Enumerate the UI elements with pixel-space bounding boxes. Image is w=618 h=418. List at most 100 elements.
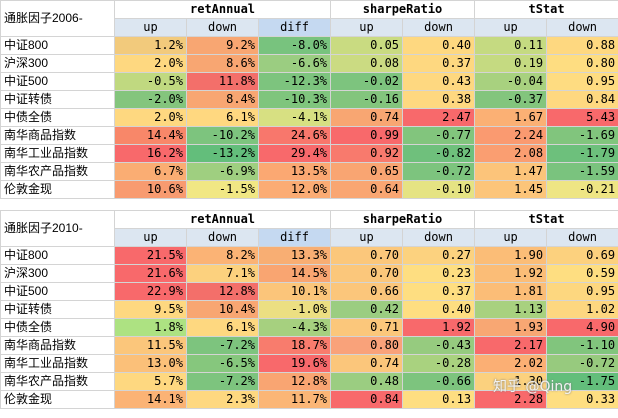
value-cell: 12.8% <box>186 282 259 301</box>
value-cell: 0.80 <box>546 54 618 73</box>
value-cell: 0.37 <box>402 282 476 301</box>
value-cell: 6.1% <box>186 318 259 337</box>
value-cell: 0.88 <box>546 36 618 55</box>
sub-header: down <box>186 18 259 37</box>
value-cell: -6.6% <box>257 54 332 73</box>
value-cell: 0.70 <box>330 246 404 265</box>
row-label: 伦敦金现 <box>0 180 115 199</box>
value-cell: -6.5% <box>186 354 259 373</box>
value-cell: 0.43 <box>402 72 476 91</box>
value-cell: 1.92 <box>474 264 548 283</box>
value-cell: 0.08 <box>330 54 404 73</box>
group-header: tStat <box>474 0 618 19</box>
row-label: 南华商品指数 <box>0 126 115 145</box>
sub-header-row: up down diff up down up down <box>1 18 618 37</box>
value-cell: 1.92 <box>402 318 476 337</box>
table-row: 中证转债 -2.0% 8.4% -10.3% -0.16 0.38 -0.37 0.84 <box>0 90 618 109</box>
inflation-factor-table: 通胀因子2006- retAnnual sharpeRatio tStat up down… <box>0 0 618 409</box>
row-label: 南华农产品指数 <box>0 372 115 391</box>
value-cell: -2.0% <box>114 90 187 109</box>
value-cell: 2.47 <box>402 108 476 127</box>
value-cell: 19.6% <box>257 354 332 373</box>
value-cell: 12.8% <box>257 372 332 391</box>
value-cell: -8.0% <box>257 36 332 55</box>
value-cell: 9.5% <box>114 300 187 319</box>
value-cell: 1.30 <box>474 372 548 391</box>
value-cell: 0.70 <box>330 264 404 283</box>
spreadsheet: 通胀因子2006- retAnnual sharpeRatio tStat up down… <box>0 0 618 409</box>
row-label: 南华农产品指数 <box>0 162 115 181</box>
table-row: 南华商品指数 11.5% -7.2% 18.7% 0.80 -0.43 2.17 -1.10 <box>0 336 618 355</box>
sub-header: down <box>546 18 618 37</box>
value-cell: 18.7% <box>257 336 332 355</box>
value-cell: 1.02 <box>546 300 618 319</box>
value-cell: -4.3% <box>257 318 332 337</box>
value-cell: 2.3% <box>186 390 259 409</box>
value-cell: -13.2% <box>186 144 259 163</box>
table-row: 伦敦金现 10.6% -1.5% 12.0% 0.64 -0.10 1.45 -0.21 <box>0 180 618 199</box>
value-cell: 0.95 <box>546 72 618 91</box>
value-cell: 2.02 <box>474 354 548 373</box>
value-cell: -10.2% <box>186 126 259 145</box>
value-cell: -0.21 <box>546 180 618 199</box>
value-cell: 0.80 <box>330 336 404 355</box>
table-row: 南华农产品指数 5.7% -7.2% 12.8% 0.48 -0.66 1.30 -1.75 <box>0 372 618 391</box>
sub-header: diff <box>257 18 332 37</box>
value-cell: -0.28 <box>402 354 476 373</box>
row-label: 中证转债 <box>0 90 115 109</box>
value-cell: 21.5% <box>114 246 187 265</box>
value-cell: 6.1% <box>186 108 259 127</box>
value-cell: 13.5% <box>257 162 332 181</box>
row-label: 伦敦金现 <box>0 390 115 409</box>
value-cell: -1.79 <box>546 144 618 163</box>
value-cell: 10.6% <box>114 180 187 199</box>
value-cell: -0.5% <box>114 72 187 91</box>
sub-header: up <box>474 228 548 247</box>
value-cell: 0.69 <box>546 246 618 265</box>
row-label: 沪深300 <box>0 54 115 73</box>
value-cell: 1.47 <box>474 162 548 181</box>
sub-header: up <box>114 228 187 247</box>
value-cell: 0.74 <box>330 108 404 127</box>
value-cell: -0.37 <box>474 90 548 109</box>
row-label: 南华工业品指数 <box>0 144 115 163</box>
value-cell: -10.3% <box>257 90 332 109</box>
value-cell: 2.08 <box>474 144 548 163</box>
value-cell: -1.59 <box>546 162 618 181</box>
group-header: sharpeRatio <box>330 0 476 19</box>
value-cell: 0.71 <box>330 318 404 337</box>
value-cell: 1.13 <box>474 300 548 319</box>
value-cell: 0.42 <box>330 300 404 319</box>
value-cell: -0.66 <box>402 372 476 391</box>
sub-header: up <box>474 18 548 37</box>
value-cell: 7.1% <box>186 264 259 283</box>
value-cell: 0.38 <box>402 90 476 109</box>
value-cell: -0.16 <box>330 90 404 109</box>
value-cell: 0.99 <box>330 126 404 145</box>
value-cell: 2.28 <box>474 390 548 409</box>
value-cell: 0.74 <box>330 354 404 373</box>
table-row: 南华工业品指数 13.0% -6.5% 19.6% 0.74 -0.28 2.02 -0.72 <box>0 354 618 373</box>
value-cell: 11.5% <box>114 336 187 355</box>
value-cell: 10.1% <box>257 282 332 301</box>
value-cell: -0.02 <box>330 72 404 91</box>
row-label: 中证500 <box>0 72 115 91</box>
value-cell: 21.6% <box>114 264 187 283</box>
value-cell: 1.90 <box>474 246 548 265</box>
value-cell: 0.05 <box>330 36 404 55</box>
value-cell: -0.72 <box>402 162 476 181</box>
value-cell: -0.77 <box>402 126 476 145</box>
value-cell: -0.10 <box>402 180 476 199</box>
value-cell: -0.82 <box>402 144 476 163</box>
value-cell: -1.5% <box>186 180 259 199</box>
value-cell: 1.8% <box>114 318 187 337</box>
table-row: 南华商品指数 14.4% -10.2% 24.6% 0.99 -0.77 2.24 -1.69 <box>0 126 618 145</box>
value-cell: 29.4% <box>257 144 332 163</box>
table-title: 通胀因子2006- <box>0 0 115 37</box>
value-cell: 0.27 <box>402 246 476 265</box>
value-cell: -1.10 <box>546 336 618 355</box>
value-cell: 6.7% <box>114 162 187 181</box>
group-header: retAnnual <box>113 0 332 19</box>
value-cell: -1.0% <box>257 300 332 319</box>
group-header-row: 通胀因子2010- retAnnual sharpeRatio tStat <box>0 210 618 247</box>
